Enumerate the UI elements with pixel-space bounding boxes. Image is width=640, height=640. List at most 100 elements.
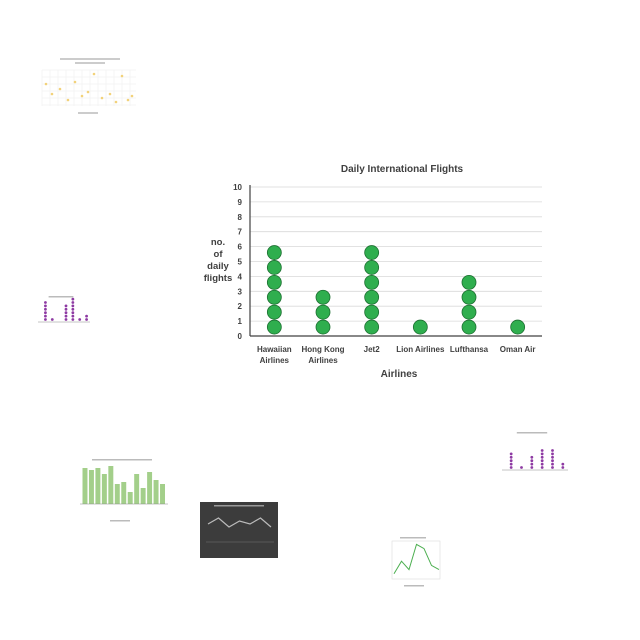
thumb-point: [114, 100, 118, 104]
thumb-dot: [71, 311, 75, 315]
thumb-bar: [82, 468, 88, 504]
thumb-point: [100, 96, 104, 100]
thumbnail-dot-plot-left: [30, 296, 92, 330]
data-dot: [412, 319, 428, 335]
thumb-bar: [88, 470, 94, 504]
thumb-dot: [509, 459, 513, 463]
y-axis-label-line: of: [214, 249, 224, 260]
thumb-dot: [530, 466, 534, 469]
thumb-point: [120, 74, 124, 78]
data-dot: [364, 260, 380, 275]
thumb-dot: [64, 311, 68, 315]
chart-title: Daily International Flights: [341, 164, 464, 175]
y-tick-label: 5: [238, 258, 243, 267]
thumb-dot: [85, 318, 88, 321]
thumbnail-dark-line-chart: [200, 502, 278, 558]
thumb-dot: [561, 466, 565, 469]
thumb-dot: [44, 311, 47, 315]
thumb-bar: [127, 492, 133, 504]
thumb-dot: [520, 466, 523, 469]
thumb-dot: [71, 307, 75, 311]
thumb-line: [393, 543, 440, 575]
thumb-title-bar: [400, 537, 426, 539]
thumb-title-bar: [92, 459, 152, 461]
thumb-point: [86, 90, 90, 94]
thumb-title-bar: [214, 505, 264, 507]
thumbnail-bar-chart-svg: [80, 459, 168, 522]
data-dot: [266, 304, 282, 320]
data-dot: [364, 304, 380, 320]
dot-plot-chart: Daily International Flights 0 1 2 3 4 5 6 7 8 9 10…: [190, 150, 560, 390]
thumb-title-bar: [516, 432, 548, 434]
thumb-dot: [551, 462, 554, 466]
y-tick-label: 0: [238, 332, 243, 341]
thumb-plot-frame: [391, 540, 441, 580]
thumb-bar: [153, 480, 159, 504]
thumb-dot: [530, 455, 534, 459]
data-dot: [364, 319, 380, 335]
thumb-bar: [114, 484, 120, 504]
thumb-dot: [551, 455, 554, 459]
data-dot: [461, 319, 477, 335]
thumb-point: [108, 92, 112, 96]
thumb-dot: [540, 452, 544, 456]
thumbnail-dark-line-chart-svg: [206, 505, 274, 543]
thumb-dot: [540, 455, 544, 459]
data-dot: [266, 274, 282, 290]
thumb-point: [44, 82, 48, 86]
thumb-dot: [64, 304, 68, 308]
thumb-dot: [551, 466, 554, 469]
y-tick-label: 4: [238, 272, 243, 281]
thumb-bar: [140, 488, 146, 504]
thumbnail-dot-plot-right: [494, 432, 570, 478]
thumb-dot: [44, 304, 47, 308]
data-dot: [364, 245, 380, 260]
data-dot: [364, 289, 380, 305]
thumb-dot: [71, 314, 75, 318]
data-dot: [461, 274, 477, 290]
data-dot: [315, 319, 331, 335]
x-tick-label: Lufthansa: [450, 345, 489, 354]
thumb-point: [50, 92, 54, 96]
thumb-bar: [101, 474, 107, 504]
x-tick-label: Jet2: [364, 345, 381, 354]
x-tick-label-line: Airlines: [308, 356, 338, 365]
x-tick-label-line: Lufthansa: [450, 345, 489, 354]
thumb-dot: [44, 301, 47, 304]
thumb-dot: [509, 462, 513, 466]
thumb-title-bar: [48, 296, 74, 298]
x-tick-label-line: Oman Air: [500, 345, 536, 354]
y-axis-ticks: 0 1 2 3 4 5 6 7 8 9 10: [233, 183, 242, 341]
x-tick-label-line: Lion Airlines: [396, 345, 445, 354]
thumb-point: [126, 98, 130, 102]
thumb-dot: [551, 449, 554, 452]
thumb-dot: [64, 314, 68, 318]
y-tick-label: 2: [238, 302, 243, 311]
thumb-dot: [540, 459, 544, 463]
thumb-dot: [64, 307, 68, 311]
thumb-dot: [44, 314, 47, 318]
thumb-title-bar: [75, 62, 105, 64]
x-axis-label: Airlines: [381, 369, 418, 380]
thumb-axis-label: [78, 112, 98, 114]
thumb-dot: [71, 301, 75, 304]
data-dot: [364, 274, 380, 290]
thumbnail-dot-plot-right-svg: [502, 432, 568, 471]
thumb-dot: [540, 449, 544, 452]
thumb-point: [92, 72, 96, 76]
thumb-bar: [160, 484, 165, 504]
thumb-dot: [64, 318, 68, 321]
y-tick-label: 9: [238, 198, 243, 207]
y-tick-label: 3: [238, 287, 243, 296]
y-axis-label-line: flights: [204, 273, 233, 284]
thumb-bar: [147, 472, 153, 504]
y-tick-label: 7: [238, 228, 243, 237]
thumb-bar: [121, 482, 127, 504]
data-dot: [266, 289, 282, 305]
data-dot: [266, 319, 282, 335]
thumb-dot: [85, 314, 88, 318]
axes: [249, 185, 542, 337]
thumb-dot: [530, 459, 534, 463]
thumb-dot: [44, 307, 47, 311]
thumb-dot: [509, 455, 513, 459]
